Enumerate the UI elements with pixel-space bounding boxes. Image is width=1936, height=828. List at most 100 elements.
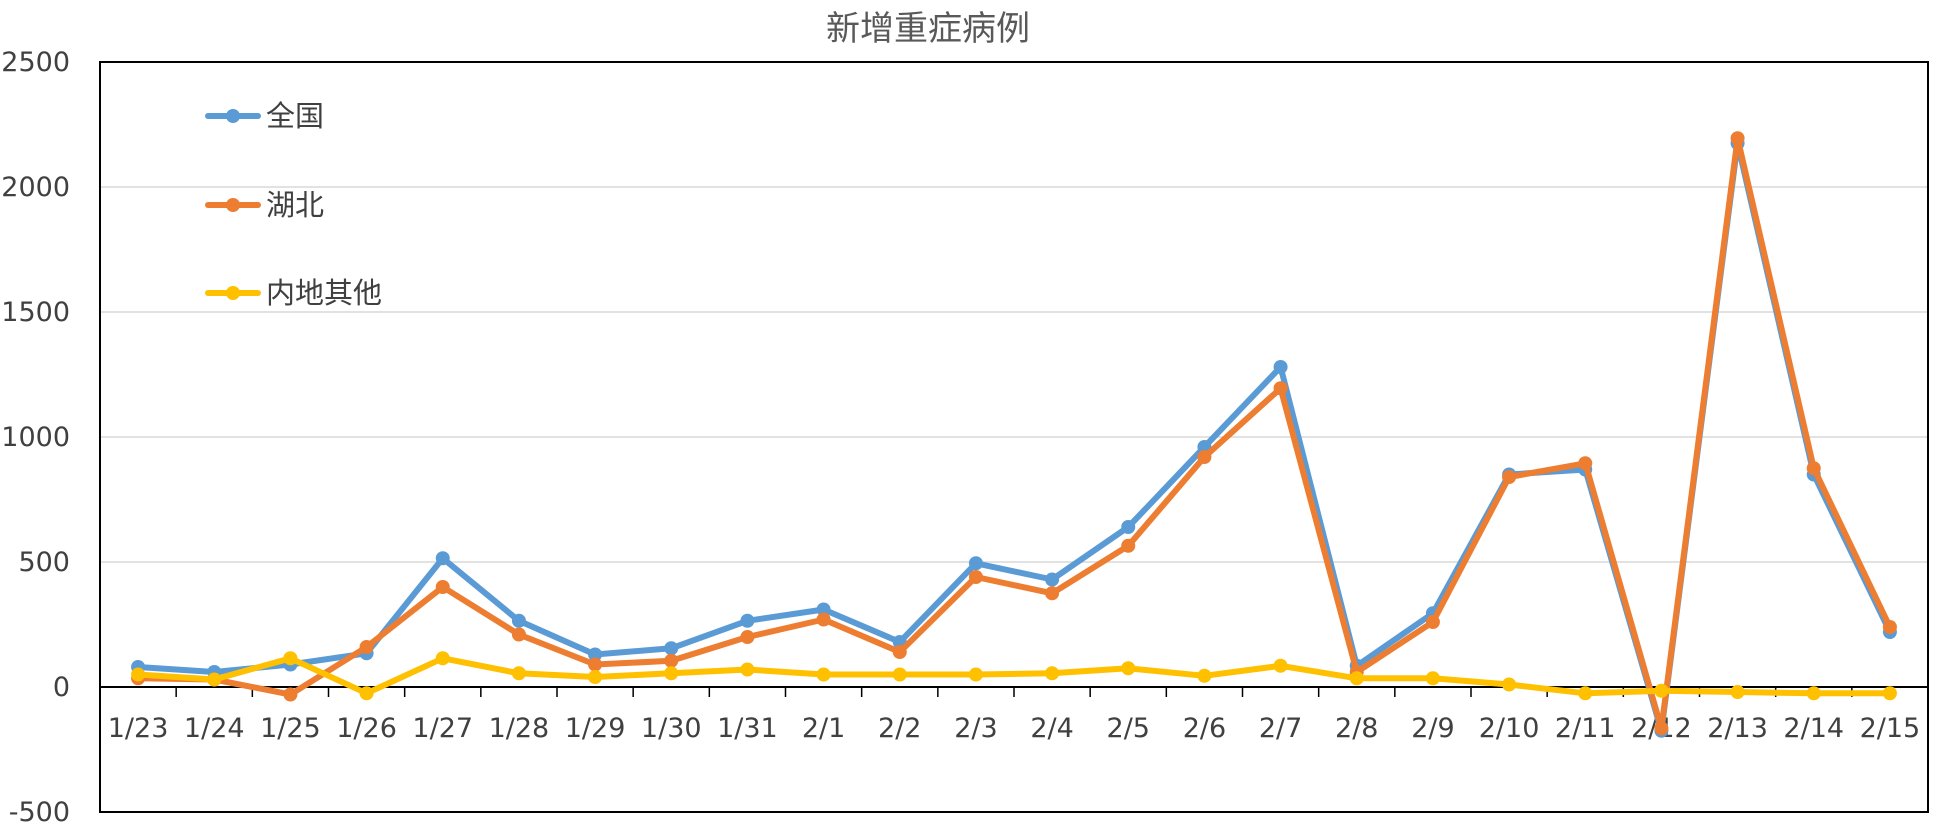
y-tick-label: 1500 (1, 297, 70, 328)
data-point (435, 580, 450, 594)
data-point (1502, 677, 1517, 692)
data-point (816, 602, 831, 617)
legend-swatch-marker (226, 198, 240, 212)
series-line-1 (135, 135, 1893, 732)
data-point (588, 670, 603, 684)
data-point (892, 645, 907, 659)
x-tick-label: 2/8 (1335, 713, 1378, 744)
data-point (1273, 381, 1288, 396)
x-tick-label: 2/9 (1411, 713, 1454, 744)
data-point (359, 640, 374, 654)
data-point (359, 686, 374, 701)
data-point (1121, 538, 1136, 553)
y-tick-label: 0 (53, 672, 70, 703)
data-point (1121, 661, 1136, 676)
x-tick-label: 2/5 (1107, 713, 1150, 744)
data-point (511, 666, 526, 681)
x-tick-label: 1/24 (184, 713, 245, 744)
x-tick-label: 1/23 (108, 713, 169, 744)
data-point (968, 556, 983, 571)
series-group (131, 131, 1897, 738)
data-point (740, 662, 755, 677)
x-tick-label: 2/10 (1479, 713, 1540, 744)
data-point (1578, 456, 1593, 471)
data-point (1273, 658, 1288, 673)
data-point (511, 627, 526, 642)
data-point (435, 651, 450, 666)
legend-label: 全国 (266, 99, 324, 133)
legend-label: 湖北 (266, 188, 324, 222)
legend-swatch-marker (226, 109, 240, 123)
data-point (1730, 131, 1745, 146)
x-tick-label: 2/3 (954, 713, 997, 744)
data-point (816, 667, 831, 682)
grid-lines (100, 186, 1928, 563)
data-point (283, 687, 298, 702)
data-point (283, 651, 298, 666)
x-tick-label: 2/7 (1259, 713, 1302, 744)
data-point (1197, 668, 1212, 683)
data-point (1425, 671, 1440, 686)
x-tick-label: 2/14 (1783, 713, 1844, 744)
data-point (1502, 470, 1517, 484)
data-point (740, 613, 755, 628)
x-tick-label: 1/26 (336, 713, 397, 744)
series-line-2 (135, 655, 1893, 697)
data-point (664, 641, 679, 656)
data-point (1121, 520, 1136, 534)
data-point (740, 630, 755, 644)
y-tick-label: 2500 (1, 47, 70, 78)
data-point (1349, 671, 1364, 686)
data-point (1045, 586, 1060, 601)
x-tick-label: 1/27 (412, 713, 473, 744)
y-tick-label: 500 (18, 547, 70, 578)
data-point (511, 613, 526, 628)
x-tick-label: 2/4 (1030, 713, 1073, 744)
data-point (1197, 450, 1212, 464)
data-point (1273, 360, 1288, 374)
x-axis: 1/23 1/24 1/25 1/26 1/27 1/28 1/29 1/30 1/31 2/1 2… (99, 686, 1929, 744)
data-point (1882, 620, 1897, 634)
data-point (1045, 572, 1060, 587)
data-point (968, 667, 983, 682)
y-tick-label: -500 (9, 797, 70, 828)
y-axis-ticks: 2500 2000 1500 1000 500 0 -500 (1, 47, 70, 828)
x-tick-label: 2/11 (1555, 713, 1616, 744)
x-tick-label: 2/13 (1707, 713, 1768, 744)
data-point (588, 657, 603, 672)
data-point (1806, 461, 1821, 476)
data-point (1730, 685, 1745, 699)
plot-frame (99, 61, 1929, 813)
legend-label: 内地其他 (266, 276, 382, 310)
data-point (892, 667, 907, 682)
data-point (1806, 686, 1821, 701)
data-point (207, 672, 222, 687)
data-point (1654, 721, 1669, 736)
data-point (1882, 686, 1897, 701)
data-point (131, 667, 146, 682)
x-tick-label: 2/6 (1183, 713, 1226, 744)
data-point (1425, 615, 1440, 629)
legend-swatch-marker (226, 286, 240, 300)
data-point (1045, 666, 1060, 681)
x-tick-label: 1/25 (260, 713, 321, 744)
x-tick-label: 2/2 (878, 713, 921, 744)
data-point (816, 612, 831, 627)
data-point (968, 570, 983, 584)
data-point (1578, 686, 1593, 701)
x-tick-label: 2/15 (1860, 713, 1921, 744)
x-tick-label: 1/31 (717, 713, 778, 744)
data-point (588, 647, 603, 662)
data-point (664, 666, 679, 681)
x-tick-label: 1/29 (565, 713, 626, 744)
chart-title: 新增重症病例 (826, 9, 1030, 49)
x-tick-label: 1/28 (489, 713, 550, 744)
x-tick-label: 2/1 (802, 713, 845, 744)
data-point (664, 653, 679, 668)
y-tick-label: 2000 (1, 172, 70, 203)
x-tick-label: 1/30 (641, 713, 702, 744)
data-point (435, 551, 450, 566)
